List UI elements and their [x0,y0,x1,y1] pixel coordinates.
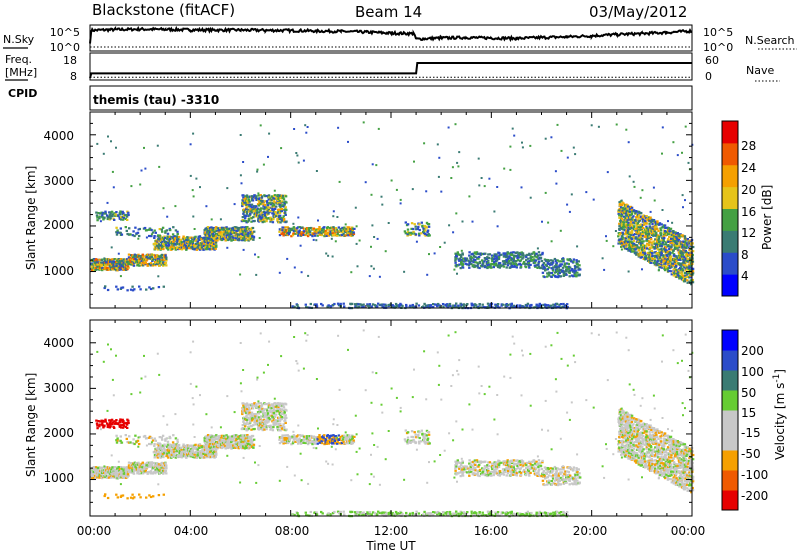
cpid-label: CPID [8,87,37,100]
power-cbar-swatch [722,274,738,297]
noise-panel: N.Sky 10^5 10^0 10^5 10^0 N.Search [3,24,797,54]
power-cbar-swatch [722,208,738,231]
noise-right-tick-bottom: 10^0 [703,41,733,54]
freq-right-tick-top: 60 [705,54,719,67]
velocity-cbar-swatch [722,470,738,491]
power-scatter-data [90,121,695,310]
vel-cbar-tick-15: 15 [741,406,756,420]
vel-ytick-4000: 4000 [43,336,74,350]
power-cbar-tick-24: 24 [741,161,756,175]
xtick-1: 04:00 [174,524,209,538]
power-cbar-swatch [722,121,738,144]
vel-cbar-tick-m200: -200 [741,489,768,503]
power-panel: Slant Range [km] 1000 2000 3000 4000 [24,111,695,310]
cpid-bar: themis (tau) -3310 [89,85,693,111]
vel-ytick-2000: 2000 [43,426,74,440]
velocity-cbar-swatch [722,490,738,511]
velocity-cbar-swatch [722,330,738,351]
freq-left-tick-top: 18 [63,54,77,67]
freq-left-tick-bottom: 8 [70,70,77,83]
velocity-colorbar: 200 100 50 15 -15 -50 -100 -200 Velocity… [721,329,787,511]
power-cbar-swatch [722,186,738,209]
xtick-2: 08:00 [275,524,310,538]
cpid-text: themis (tau) -3310 [93,93,219,107]
xtick-0: 00:00 [77,524,112,538]
xtick-4: 16:00 [474,524,509,538]
power-colorbar: 4 8 12 16 20 24 28 Power [dB] [721,120,774,297]
velocity-cbar-swatch [722,410,738,431]
power-cbar-tick-16: 16 [741,205,756,219]
freq-label-top: Freq. [5,53,32,66]
velocity-cbar-swatch [722,370,738,391]
freq-label-bottom: [MHz] [5,66,37,79]
frequency-panel: Freq. [MHz] CPID 18 8 60 0 Nave [5,52,780,100]
velocity-axis-ticks [89,319,693,516]
vel-ytick-1000: 1000 [43,471,74,485]
nave-label: Nave [746,64,774,77]
vel-cbar-tick-m100: -100 [741,468,768,482]
power-axis-ticks [89,111,693,308]
xlabel: Time UT [365,539,416,553]
noise-right-label: N.Search [745,34,795,47]
power-ylabel: Slant Range [km] [24,166,38,270]
power-cbar-swatch [722,142,738,166]
vel-cbar-tick-m15: -15 [741,426,761,440]
power-cbar-swatch [722,252,738,275]
noise-left-tick-bottom: 10^0 [50,41,80,54]
date-title: 03/May/2012 [589,3,687,21]
xtick-6: 00:00 [671,524,706,538]
power-cbar-tick-20: 20 [741,183,756,197]
vel-cbar-tick-m50: -50 [741,447,761,461]
noise-left-label: N.Sky [3,33,35,46]
power-ytick-2000: 2000 [43,218,74,232]
noise-left-tick-top: 10^5 [50,26,80,39]
xtick-3: 12:00 [374,524,409,538]
velocity-cbar-swatch [722,390,738,411]
beam-title: Beam 14 [355,3,422,21]
vel-ytick-3000: 3000 [43,381,74,395]
velocity-cbar-swatch [722,450,738,471]
xtick-5: 20:00 [573,524,608,538]
noise-right-tick-top: 10^5 [703,26,733,39]
power-cbar-tick-12: 12 [741,226,756,240]
power-cbar-tick-28: 28 [741,139,756,153]
station-title: Blackstone (fitACF) [92,1,235,19]
frequency-series-line [89,62,692,79]
vel-cbar-tick-100: 100 [741,365,764,379]
power-ytick-4000: 4000 [43,129,74,143]
vel-cbar-tick-50: 50 [741,386,756,400]
velocity-panel: Slant Range [km] 1000 2000 3000 4000 00:… [24,319,706,553]
power-cbar-swatch [722,164,738,188]
power-cbar-swatch [722,230,738,253]
power-ytick-3000: 3000 [43,174,74,188]
freq-right-tick-bottom: 0 [705,70,712,83]
velocity-cbar-swatch [722,350,738,371]
velocity-cbar-swatch [722,430,738,451]
power-ytick-1000: 1000 [43,264,74,278]
velocity-ylabel: Slant Range [km] [24,373,38,477]
power-cbar-tick-4: 4 [741,269,749,283]
power-cbar-label: Power [dB] [760,185,774,250]
noise-series-line [89,25,693,44]
power-cbar-tick-8: 8 [741,248,749,262]
vel-cbar-tick-200: 200 [741,344,764,358]
vel-cbar-label: Velocity [m s-1] [772,369,787,460]
